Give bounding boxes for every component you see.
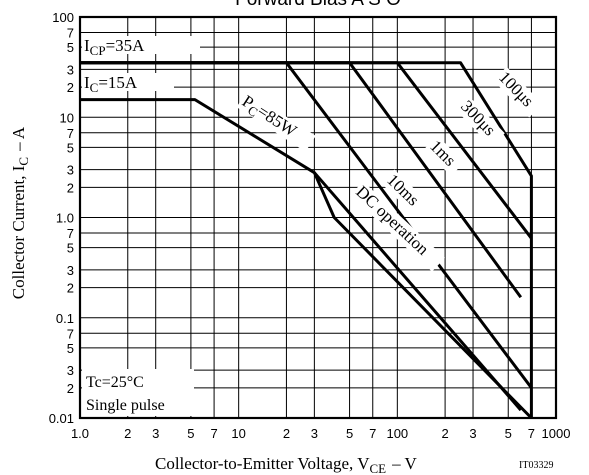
- y-tick-label: 10: [60, 110, 74, 125]
- x-tick-labels: 1.0 2 3 5 7 10 2 3 5 7 100 2 3 5 7 1000: [71, 426, 571, 441]
- y-tick-label: 5: [67, 40, 74, 55]
- x-tick-label: 7: [210, 426, 217, 441]
- y-tick-label: 7: [67, 326, 74, 341]
- x-tick-label: 3: [311, 426, 318, 441]
- ic-label: IC=15A: [84, 73, 138, 95]
- series-line-10ms: [80, 61, 533, 389]
- x-axis-label: Collector-to-Emitter Voltage, VCE – V: [155, 454, 418, 475]
- icp-label: ICP=35A: [84, 36, 145, 58]
- y-tick-label: 2: [67, 281, 74, 296]
- x-tick-label: 1000: [542, 426, 571, 441]
- x-tick-label: 2: [441, 426, 448, 441]
- y-tick-label: 0.1: [56, 311, 74, 326]
- x-tick-label: 1.0: [71, 426, 89, 441]
- x-tick-label: 5: [346, 426, 353, 441]
- y-tick-label: 2: [67, 180, 74, 195]
- y-tick-label: 2: [67, 381, 74, 396]
- y-tick-label: 5: [67, 140, 74, 155]
- x-tick-label: 7: [528, 426, 535, 441]
- pc-label: PC=85W: [236, 91, 316, 152]
- y-tick-label: 5: [67, 341, 74, 356]
- x-tick-label: 100: [386, 426, 408, 441]
- y-tick-label: 3: [67, 163, 74, 178]
- curve-layer: [80, 61, 533, 420]
- x-tick-label: 3: [469, 426, 476, 441]
- x-tick-label: 2: [283, 426, 290, 441]
- x-tick-label: 5: [187, 426, 194, 441]
- x-tick-label: 7: [369, 426, 376, 441]
- y-tick-label: 3: [67, 62, 74, 77]
- x-tick-label: 3: [152, 426, 159, 441]
- series-line-1ms: [80, 61, 523, 299]
- y-axis-label: Collector Current, IC– A: [9, 126, 31, 299]
- figure-code: IT03329: [519, 460, 553, 471]
- plot-frame: [78, 15, 558, 420]
- chart-title: Forward Bias A S O: [235, 0, 401, 10]
- grid-lines: [79, 16, 557, 419]
- y-tick-label: 2: [67, 80, 74, 95]
- svg-text:Collector Current, IC– A: Collector Current, IC– A: [9, 126, 31, 299]
- icp-label-mask: [82, 36, 200, 54]
- x-tick-label: 10: [231, 426, 245, 441]
- y-tick-label: 5: [67, 241, 74, 256]
- ic-label-mask: [82, 73, 174, 91]
- pulse-note: Single pulse: [86, 397, 165, 414]
- conditions-mask: [82, 369, 194, 416]
- y-tick-label: 7: [67, 126, 74, 141]
- y-tick-label: 7: [67, 226, 74, 241]
- y-tick-label: 1.0: [56, 211, 74, 226]
- x-tick-label: 5: [505, 426, 512, 441]
- y-tick-label: 0.01: [49, 411, 74, 426]
- y-tick-label: 100: [52, 10, 74, 25]
- temperature-note: Tc=25°C: [86, 374, 144, 391]
- series-line-dc-operation: [313, 171, 522, 412]
- y-tick-label: 3: [67, 263, 74, 278]
- x-tick-label: 2: [124, 426, 131, 441]
- y-tick-label: 3: [67, 363, 74, 378]
- label-100us: 100μs: [493, 66, 543, 118]
- y-tick-label: 7: [67, 26, 74, 41]
